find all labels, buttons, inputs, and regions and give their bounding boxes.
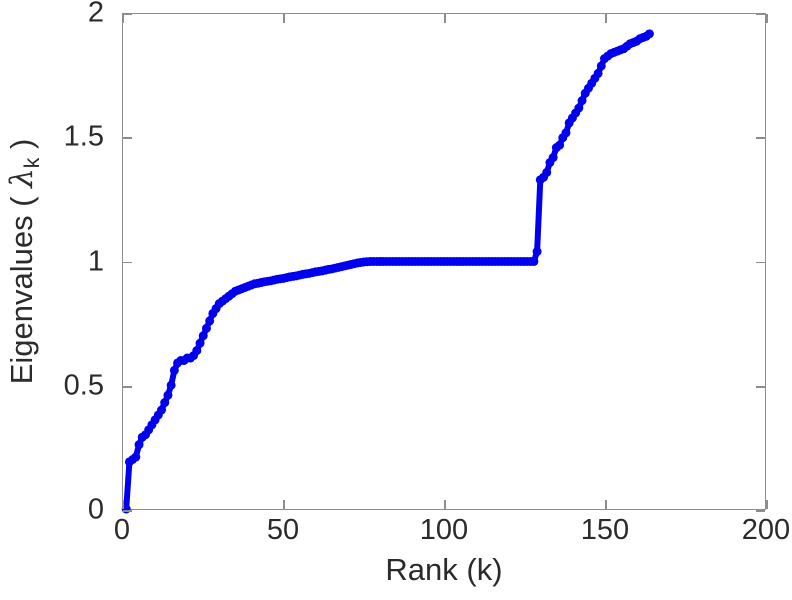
x-axis-title: Rank (k) bbox=[385, 552, 503, 587]
lambda-subscript: k bbox=[21, 157, 45, 169]
data-point bbox=[157, 405, 167, 415]
y-axis-title-tail: ) bbox=[4, 138, 39, 158]
x-axis-tick bbox=[605, 500, 607, 509]
y-axis-tick bbox=[756, 261, 765, 264]
y-tick-label: 0.5 bbox=[63, 369, 104, 402]
data-point bbox=[529, 257, 539, 266]
lambda-symbol: λ bbox=[4, 168, 40, 188]
y-axis-tick bbox=[123, 137, 132, 140]
x-axis-tick bbox=[444, 500, 446, 509]
y-axis-tick bbox=[123, 510, 132, 512]
data-point bbox=[192, 346, 202, 356]
data-point bbox=[201, 323, 211, 333]
y-axis-tick bbox=[123, 261, 132, 264]
data-point bbox=[198, 331, 208, 341]
x-axis-tick bbox=[766, 500, 768, 509]
y-axis-title: Eigenvalues ( λk ) bbox=[4, 13, 50, 510]
y-axis-tick bbox=[123, 385, 132, 388]
data-point bbox=[163, 390, 173, 400]
y-axis-tick bbox=[123, 13, 132, 15]
x-axis-tick bbox=[122, 500, 124, 509]
x-tick-label: 200 bbox=[741, 514, 791, 546]
x-axis-tick bbox=[766, 14, 768, 23]
y-tick-label: 0 bbox=[87, 493, 104, 526]
data-point bbox=[532, 247, 542, 257]
y-tick-label: 2 bbox=[87, 0, 104, 29]
data-point bbox=[166, 380, 176, 390]
data-point bbox=[131, 452, 141, 462]
y-tick-label: 1.5 bbox=[63, 120, 104, 153]
data-point bbox=[134, 440, 144, 450]
y-tick-label-group: 0 0.5 1 1.5 2 bbox=[0, 0, 112, 524]
plot-area bbox=[121, 13, 768, 514]
series-markers-eigenvalue-spectrum bbox=[121, 29, 654, 514]
x-tick-label: 150 bbox=[580, 514, 630, 546]
data-point bbox=[593, 68, 603, 78]
x-tick-label: 100 bbox=[419, 514, 469, 546]
data-point bbox=[205, 316, 215, 326]
y-tick-label: 1 bbox=[87, 245, 104, 277]
y-axis-title-base: Eigenvalues ( bbox=[4, 187, 39, 385]
x-axis-tick bbox=[444, 14, 446, 23]
x-axis-tick bbox=[605, 14, 607, 23]
series-line-eigenvalue-spectrum bbox=[123, 30, 653, 512]
data-point bbox=[195, 338, 205, 348]
data-point bbox=[160, 398, 170, 408]
x-axis-tick bbox=[122, 14, 124, 23]
data-point bbox=[561, 128, 571, 138]
x-tick-label: 50 bbox=[266, 514, 300, 546]
data-point bbox=[574, 103, 584, 113]
y-axis-tick bbox=[756, 13, 765, 15]
y-axis-tick bbox=[756, 510, 765, 512]
y-axis-tick bbox=[756, 137, 765, 140]
data-point bbox=[644, 29, 654, 39]
data-point bbox=[577, 96, 587, 106]
x-axis-tick bbox=[283, 14, 285, 23]
x-axis-tick bbox=[283, 500, 285, 509]
x-tick-label-group: 0 50 100 150 200 bbox=[114, 514, 790, 556]
data-point bbox=[542, 167, 552, 177]
data-point bbox=[169, 365, 179, 375]
data-series-canvas bbox=[121, 29, 654, 514]
data-point bbox=[596, 61, 606, 71]
x-tick-label: 0 bbox=[113, 514, 131, 546]
data-point bbox=[548, 153, 558, 163]
data-point bbox=[555, 140, 565, 150]
y-axis-tick bbox=[756, 385, 765, 388]
